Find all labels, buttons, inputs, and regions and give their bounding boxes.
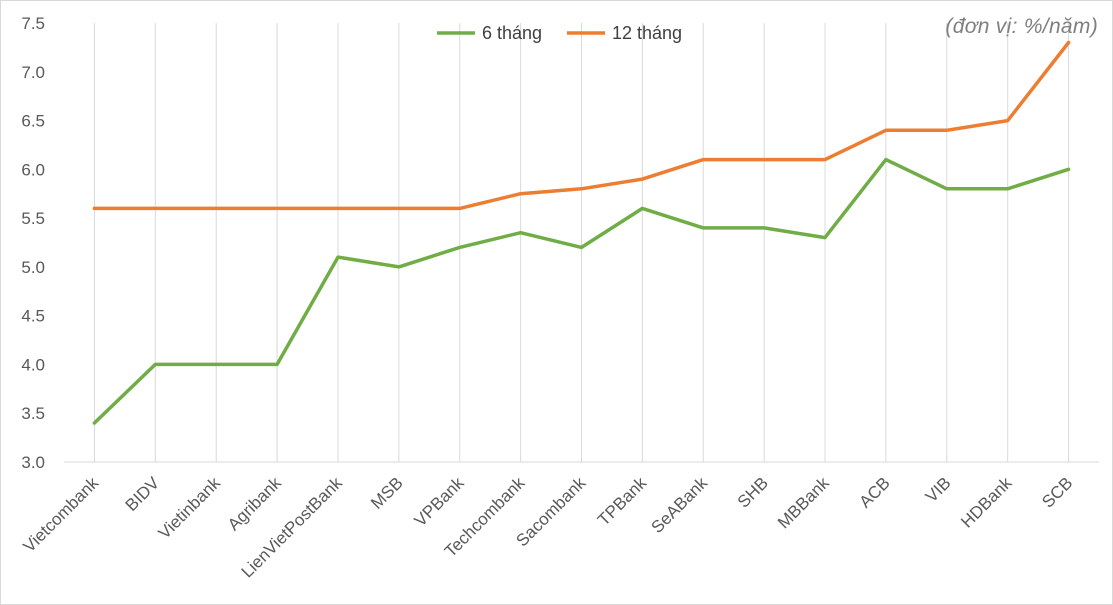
x-tick-label: MBBank: [774, 473, 833, 532]
x-tick-label: MSB: [367, 473, 406, 512]
legend: 6 tháng 12 tháng: [437, 23, 682, 43]
y-tick-label: 6.5: [21, 112, 45, 131]
y-tick-label: 4.0: [21, 355, 45, 374]
y-tick-label: 5.0: [21, 258, 45, 277]
x-tick-label: Vietinbank: [155, 473, 225, 543]
x-tick-label: Vietcombank: [20, 473, 103, 556]
x-tick-label: SeABank: [648, 473, 712, 537]
x-tick-label: VPBank: [411, 473, 468, 530]
unit-label: (đơn vị: %/năm): [945, 15, 1098, 38]
x-tick-label: LienVietPostBank: [238, 473, 346, 581]
x-tick-label: SCB: [1038, 473, 1076, 511]
x-tick-label: ACB: [856, 473, 894, 511]
legend-label: 12 tháng: [612, 23, 682, 43]
x-tick-label: SHB: [734, 473, 772, 511]
legend-label: 6 tháng: [482, 23, 542, 43]
x-tick-label: Agribank: [224, 473, 285, 534]
x-tick-label: VIB: [922, 473, 955, 506]
x-tick-label: BIDV: [122, 473, 164, 515]
series-line: [92, 40, 1071, 211]
series-lines: [92, 40, 1071, 425]
y-tick-label: 7.5: [21, 14, 45, 33]
y-tick-label: 4.5: [21, 307, 45, 326]
series-line: [92, 157, 1071, 425]
x-tick-label: HDBank: [957, 473, 1016, 532]
gridlines: [93, 23, 1070, 462]
y-tick-label: 7.0: [21, 63, 45, 82]
y-tick-label: 6.0: [21, 160, 45, 179]
x-tick-label: TPBank: [594, 473, 651, 530]
axes: 3.0 3.5 4.0 4.5 5.0 5.5 6.0 6.5 7.0 7.5 Vietcomban…: [20, 14, 1099, 582]
y-tick-label: 3.5: [21, 404, 45, 423]
y-tick-label: 5.5: [21, 209, 45, 228]
y-tick-label: 3.0: [21, 453, 45, 472]
